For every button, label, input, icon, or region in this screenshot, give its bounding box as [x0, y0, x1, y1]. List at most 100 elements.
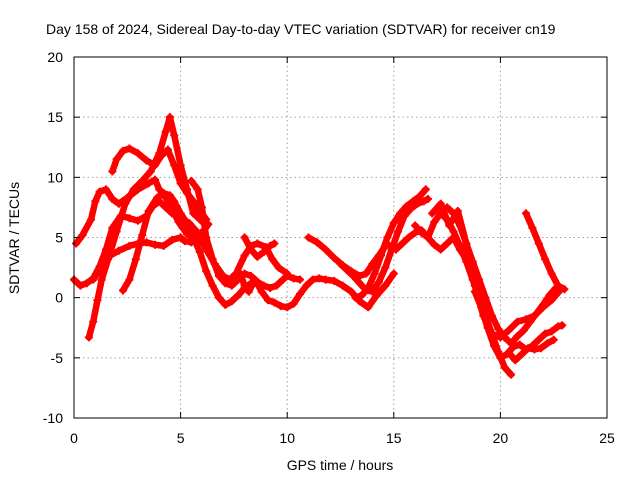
data-point — [240, 251, 249, 260]
data-point — [97, 275, 106, 284]
data-point — [408, 197, 417, 206]
data-point — [443, 239, 452, 248]
data-point — [391, 245, 400, 254]
data-point — [119, 286, 128, 295]
data-point — [227, 297, 236, 306]
data-point — [119, 146, 128, 155]
x-tick-label: 0 — [70, 430, 78, 446]
data-point — [519, 326, 528, 335]
data-point — [89, 275, 98, 284]
data-point — [549, 335, 558, 344]
data-point — [95, 187, 104, 196]
data-point — [430, 240, 439, 249]
data-point — [157, 151, 166, 160]
data-point — [524, 344, 533, 353]
data-series-arc-17 — [470, 287, 567, 362]
data-point — [151, 175, 160, 184]
data-point — [144, 179, 153, 188]
y-tick-label: -10 — [43, 410, 63, 426]
data-point — [159, 241, 168, 250]
data-point — [133, 216, 142, 225]
data-point — [528, 223, 537, 232]
data-point — [227, 281, 236, 290]
data-point — [411, 221, 420, 230]
data-point — [180, 237, 189, 246]
data-point — [138, 231, 147, 240]
data-point — [208, 255, 217, 264]
data-series-arc-11 — [336, 194, 432, 296]
data-series-arc-19 — [521, 209, 569, 294]
x-tick-label: 20 — [493, 430, 509, 446]
data-point — [455, 241, 464, 250]
data-point — [302, 281, 311, 290]
data-point — [355, 279, 364, 288]
data-point — [72, 239, 81, 248]
chart-title: Day 158 of 2024, Sidereal Day-to-day VTE… — [46, 21, 556, 37]
data-point — [417, 228, 426, 237]
data-point — [155, 185, 164, 194]
data-point — [321, 275, 330, 284]
data-point — [511, 356, 520, 365]
data-point — [93, 296, 102, 305]
y-tick-label: 0 — [55, 290, 63, 306]
y-axis-label: SDTVAR / TECUs — [6, 182, 22, 294]
grid — [74, 57, 607, 418]
data-point — [259, 247, 268, 256]
data-point — [168, 209, 177, 218]
data-point — [534, 239, 543, 248]
data-point — [364, 284, 373, 293]
y-tick-label: 10 — [47, 169, 63, 185]
data-point — [151, 161, 160, 170]
data-point — [240, 233, 249, 242]
y-tick-label: 15 — [47, 109, 63, 125]
data-point — [253, 239, 262, 248]
data-point — [264, 296, 273, 305]
data-point — [144, 207, 153, 216]
data-point — [381, 281, 390, 290]
data-point — [253, 252, 262, 261]
data-point — [368, 287, 377, 296]
data-point — [151, 240, 160, 249]
data-point — [336, 259, 345, 268]
data-point — [189, 233, 198, 242]
data-point — [270, 298, 279, 307]
data-point — [436, 245, 445, 254]
data-point — [490, 341, 499, 350]
data-point — [521, 315, 530, 324]
data-series-arc-18 — [504, 335, 558, 365]
data-point — [313, 238, 322, 247]
data-point — [470, 287, 479, 296]
data-point — [372, 291, 381, 300]
data-point — [394, 227, 403, 236]
data-point — [187, 176, 196, 185]
x-tick-label: 10 — [279, 430, 295, 446]
data-point — [330, 253, 339, 262]
data-point — [221, 300, 230, 309]
data-point — [153, 193, 162, 202]
data-point — [82, 279, 91, 288]
data-point — [547, 327, 556, 336]
data-point — [396, 209, 405, 218]
data-point — [125, 214, 134, 223]
data-point — [97, 263, 106, 272]
data-point — [197, 203, 206, 212]
data-point — [547, 269, 556, 278]
data-point — [338, 281, 347, 290]
data-point — [513, 317, 522, 326]
data-point — [453, 207, 462, 216]
data-point — [221, 279, 230, 288]
data-point — [423, 194, 432, 203]
data-point — [251, 275, 260, 284]
data-point — [125, 241, 134, 250]
data-point — [362, 269, 371, 278]
data-point — [347, 287, 356, 296]
data-point — [541, 255, 550, 264]
data-point — [76, 281, 85, 290]
data-series-arc-12 — [351, 185, 430, 302]
axes: 0 5 10 15 20 25 -10 -5 0 5 10 15 20 — [43, 49, 615, 446]
data-series-arc-9 — [240, 233, 279, 261]
x-tick-label: 5 — [177, 430, 185, 446]
data-point — [106, 251, 115, 260]
data-point — [112, 155, 121, 164]
data-point — [507, 370, 516, 379]
